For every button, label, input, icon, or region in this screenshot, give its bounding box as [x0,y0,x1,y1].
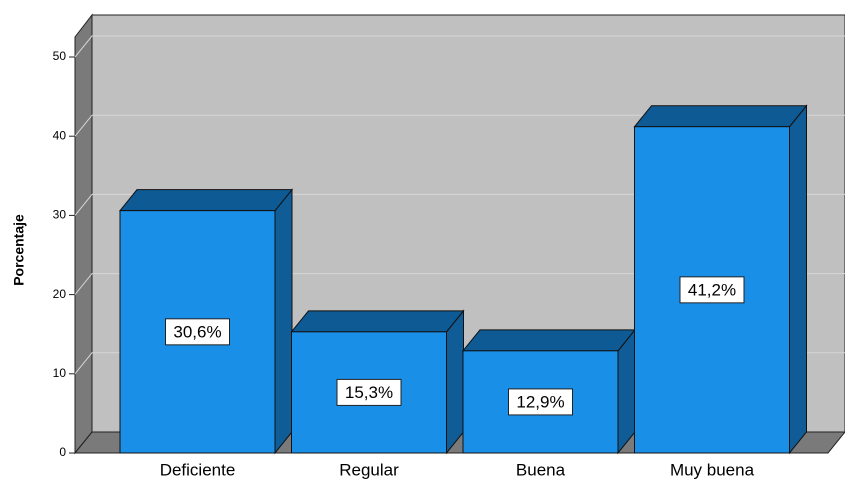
left-wall [74,13,93,455]
value-label: 30,6% [173,322,221,341]
y-tick-label: 50 [53,49,67,63]
bar-side [789,104,807,455]
value-label: 41,2% [688,280,736,299]
bar-top [118,189,294,212]
bar-top [290,310,465,333]
bar-top [461,329,637,352]
x-tick-label: Buena [516,460,566,479]
y-tick-label: 10 [53,366,67,380]
grid-line [74,273,845,295]
x-tick-label: Muy buena [670,460,755,479]
value-label: 12,9% [516,392,564,411]
value-label-box [336,378,402,406]
value-label: 15,3% [345,383,393,402]
grid-line [74,114,845,137]
grid-line [74,35,845,58]
bar-side [274,188,293,455]
x-tick-label: Deficiente [160,460,236,479]
y-tick-label: 0 [59,445,66,459]
value-label-box [165,318,230,346]
grid-line [74,193,845,216]
y-tick-label: 20 [53,287,67,301]
bar-side [446,309,464,455]
value-label-box [508,388,573,416]
y-axis-title: Porcentaje [11,214,27,286]
bar-top [633,105,808,128]
y-tick-label: 30 [53,208,67,222]
value-label-box [679,276,745,304]
x-tick-label: Regular [339,460,399,479]
y-tick-label: 40 [53,128,67,142]
